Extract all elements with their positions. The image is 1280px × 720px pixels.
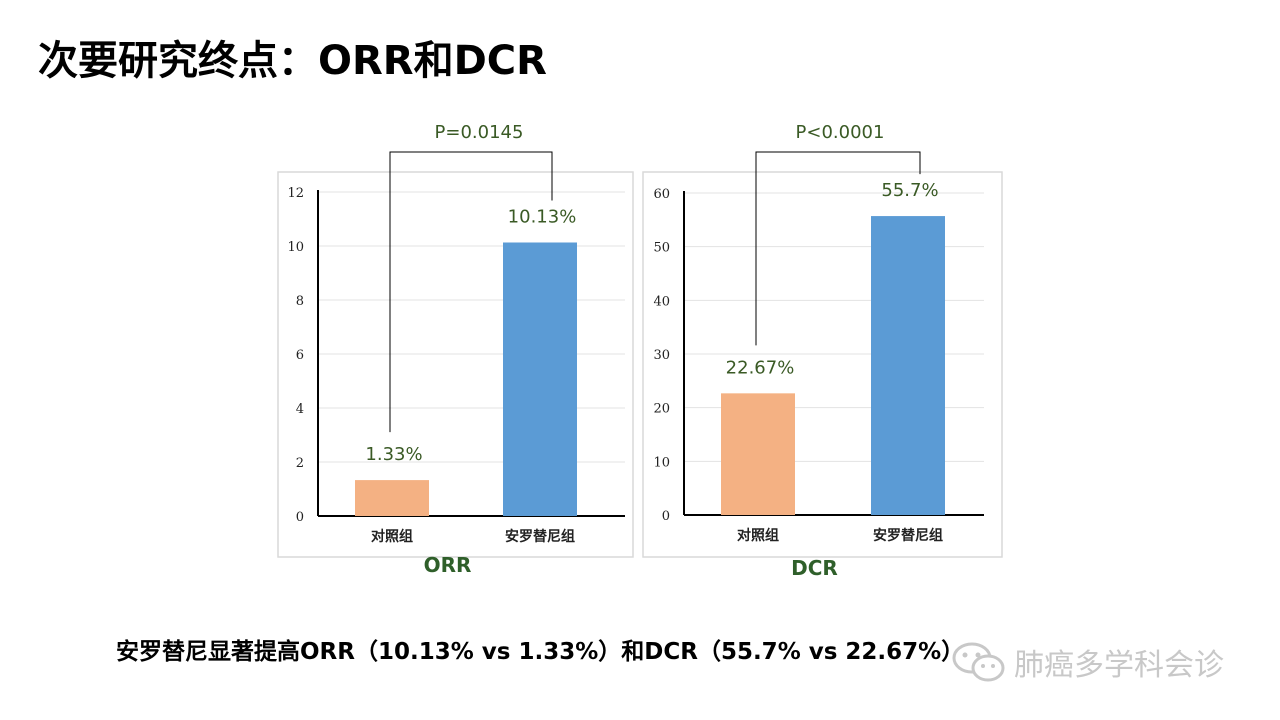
watermark-text: 肺癌多学科会诊 bbox=[1014, 648, 1224, 683]
dcr-y-tick-label: 40 bbox=[653, 294, 670, 309]
dcr-bar-control bbox=[721, 393, 795, 515]
dcr-data-label: 22.67% bbox=[726, 357, 795, 378]
orr-bar-treatment bbox=[503, 242, 577, 517]
page-title: 次要研究终点：ORR和DCR bbox=[38, 38, 547, 84]
conclusion-text: 安罗替尼显著提高ORR（10.13% vs 1.33%）和DCR（55.7% v… bbox=[116, 639, 965, 665]
watermark: 肺癌多学科会诊 bbox=[950, 640, 1224, 684]
dcr-chart-panel bbox=[642, 171, 1003, 558]
orr-data-label: 1.33% bbox=[365, 444, 422, 465]
dcr-p-value: P<0.0001 bbox=[796, 122, 885, 143]
dcr-y-tick-label: 50 bbox=[653, 241, 670, 256]
dcr-y-tick-label: 20 bbox=[653, 402, 670, 417]
orr-p-value: P=0.0145 bbox=[435, 122, 524, 143]
orr-y-tick-label: 6 bbox=[296, 348, 304, 363]
dcr-significance-bracket bbox=[755, 151, 921, 346]
orr-y-tick-label: 10 bbox=[287, 240, 304, 255]
orr-bar-control bbox=[355, 480, 429, 516]
orr-x-tick-label: 安罗替尼组 bbox=[505, 528, 575, 545]
orr-x-tick-label: 对照组 bbox=[371, 528, 413, 545]
dcr-y-tick-label: 60 bbox=[653, 187, 670, 202]
orr-y-tick-label: 2 bbox=[296, 456, 304, 471]
orr-significance-bracket bbox=[389, 151, 553, 433]
dcr-x-tick-label: 安罗替尼组 bbox=[873, 527, 943, 544]
orr-y-tick-label: 4 bbox=[296, 402, 304, 417]
dcr-axis-title: DCR bbox=[791, 556, 838, 580]
orr-data-label: 10.13% bbox=[508, 206, 577, 227]
orr-chart-panel bbox=[277, 171, 634, 558]
dcr-y-tick-label: 30 bbox=[653, 348, 670, 363]
dcr-bar-treatment bbox=[871, 216, 945, 515]
dcr-x-tick-label: 对照组 bbox=[737, 527, 779, 544]
orr-y-tick-label: 12 bbox=[287, 186, 304, 201]
dcr-y-tick-label: 0 bbox=[662, 509, 670, 524]
orr-y-tick-label: 0 bbox=[296, 510, 304, 525]
wechat-icon bbox=[952, 642, 1005, 682]
dcr-y-tick-label: 10 bbox=[653, 455, 670, 470]
orr-y-tick-label: 8 bbox=[296, 294, 304, 309]
dcr-data-label: 55.7% bbox=[881, 180, 938, 201]
orr-axis-title: ORR bbox=[424, 553, 472, 577]
